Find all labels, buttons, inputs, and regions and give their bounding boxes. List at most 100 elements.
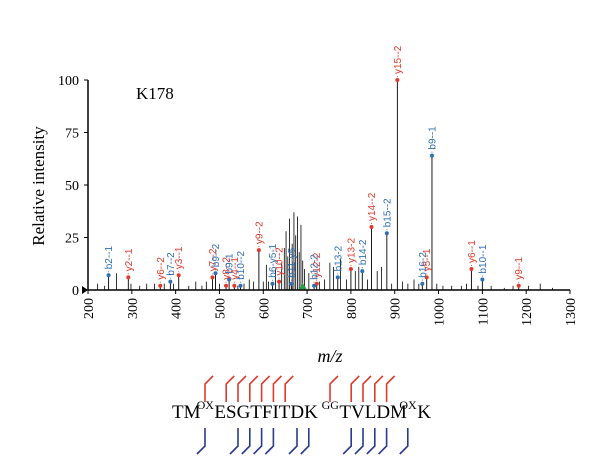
ion-label: y9--1 bbox=[514, 257, 525, 280]
peak-marker bbox=[424, 275, 429, 280]
peak-marker bbox=[227, 277, 232, 282]
ion-label: b7--2 bbox=[166, 252, 177, 276]
ion-label: y6--2 bbox=[156, 257, 167, 280]
x-tick-label: 1100 bbox=[476, 298, 491, 325]
ion-label: b6-y5-1 bbox=[268, 243, 279, 277]
x-tick-label: 500 bbox=[213, 298, 228, 319]
peak-marker bbox=[213, 271, 218, 276]
ion-label: b13-2 bbox=[333, 245, 344, 271]
ion-label: b2--1 bbox=[104, 246, 115, 270]
x-tick-label: 800 bbox=[345, 298, 360, 319]
peak-marker bbox=[429, 153, 434, 158]
panel-label: K178 bbox=[136, 84, 174, 103]
b-ion-bracket bbox=[366, 428, 376, 455]
ion-label: y4--1 bbox=[230, 257, 241, 280]
ion-label: y9--2 bbox=[254, 221, 265, 244]
y-tick-label: 0 bbox=[72, 284, 79, 299]
ion-label: b9--1 bbox=[427, 126, 438, 150]
annotations-layer: b2--1 y2--1 y6--2 b7--2y3--1 y7--2b9--2y8--2… bbox=[104, 45, 525, 283]
y-tick-label: 25 bbox=[65, 232, 79, 247]
ion-label: y12-2 bbox=[312, 252, 323, 277]
peak-marker bbox=[384, 231, 389, 236]
peak-marker bbox=[516, 283, 521, 288]
modification-superscript: GG bbox=[322, 398, 340, 412]
peaks-layer bbox=[97, 78, 553, 290]
ion-label: y8--2 bbox=[222, 257, 233, 280]
ion-label: b11-y5 bbox=[287, 247, 298, 277]
y-tick-label: 100 bbox=[58, 74, 79, 89]
peak-marker bbox=[277, 279, 282, 284]
b-ion-bracket bbox=[196, 428, 206, 455]
y-axis-title: Relative intensity bbox=[29, 126, 48, 246]
x-tick-label: 400 bbox=[170, 298, 185, 319]
ion-label: y7--2 bbox=[208, 248, 219, 271]
x-tick-label: 600 bbox=[257, 298, 272, 319]
b-ion-bracket bbox=[378, 428, 388, 455]
modification-superscript: OX bbox=[197, 398, 215, 412]
y-ion-bracket bbox=[225, 375, 235, 402]
y-ion-bracket bbox=[374, 375, 384, 402]
x-tick-label: 300 bbox=[126, 298, 141, 319]
b-ion-bracket bbox=[241, 428, 251, 455]
ion-label: b9--2 bbox=[211, 243, 222, 267]
ion-label: y2--1 bbox=[124, 248, 135, 271]
y-ion-bracket bbox=[362, 375, 372, 402]
peak-marker bbox=[158, 283, 163, 288]
peptide-residues: ESGTFITDK bbox=[214, 402, 318, 423]
x-tick-label: 1300 bbox=[564, 298, 579, 326]
peak-marker bbox=[126, 275, 131, 280]
x-tick-label: 700 bbox=[301, 298, 316, 319]
peak-marker bbox=[224, 283, 229, 288]
peak-marker bbox=[232, 283, 237, 288]
b-ion-bracket bbox=[229, 428, 239, 455]
y-ion-bracket bbox=[385, 375, 396, 402]
peak-marker bbox=[312, 283, 317, 288]
b-ion-bracket bbox=[253, 428, 263, 455]
peak-marker bbox=[289, 281, 294, 286]
x-tick-label: 1200 bbox=[520, 298, 535, 326]
ion-label: b14-2 bbox=[358, 239, 369, 265]
peak-marker bbox=[469, 267, 474, 271]
peak-marker bbox=[480, 277, 485, 282]
peak-marker bbox=[256, 248, 261, 253]
ion-label: y6--1 bbox=[467, 240, 478, 263]
ion-label: y10--2 bbox=[275, 247, 286, 276]
peptide-residues: K bbox=[417, 402, 431, 423]
b-ion-bracket bbox=[264, 428, 275, 455]
ion-label: b10--2 bbox=[236, 250, 247, 279]
x-tick-label: 900 bbox=[389, 298, 404, 319]
ion-label: b10--1 bbox=[478, 244, 489, 273]
peak-marker bbox=[369, 225, 374, 229]
y-ticks: 0 25 50 75 100 bbox=[58, 74, 88, 299]
ion-label: y5--1 bbox=[422, 248, 433, 271]
ion-label: y14--2 bbox=[367, 192, 378, 221]
ion-label: b12-2 bbox=[310, 254, 321, 280]
peptide-residues: TM bbox=[172, 402, 201, 423]
b-ion-bracket bbox=[288, 428, 298, 455]
ion-label: y13-2 bbox=[346, 238, 357, 263]
precursor-marker bbox=[298, 283, 307, 289]
peak-marker bbox=[176, 273, 181, 278]
peak-marker bbox=[270, 281, 275, 286]
b-ion-bracket bbox=[342, 428, 352, 455]
b-ion-bracket bbox=[354, 428, 364, 455]
y-ion-bracket bbox=[249, 375, 259, 402]
ion-label: y3--1 bbox=[174, 246, 185, 269]
y-ion-bracket bbox=[284, 375, 294, 402]
y-ion-bracket bbox=[350, 375, 360, 402]
ion-label: b15--2 bbox=[382, 198, 393, 227]
b-ion-bracket bbox=[399, 428, 409, 455]
modification-superscript: OX bbox=[399, 398, 417, 412]
y-ion-bracket bbox=[237, 375, 247, 402]
peak-marker bbox=[335, 275, 340, 280]
b-ion-bracket bbox=[300, 428, 310, 455]
y-ion-bracket bbox=[272, 375, 282, 402]
y-ion-bracket bbox=[204, 375, 214, 402]
peak-marker bbox=[420, 281, 425, 286]
ion-label: b9-1 bbox=[225, 253, 236, 273]
y-tick-label: 50 bbox=[65, 179, 79, 194]
x-tick-label: 1000 bbox=[433, 298, 448, 326]
peptide-residues: TVLDM bbox=[339, 402, 407, 423]
